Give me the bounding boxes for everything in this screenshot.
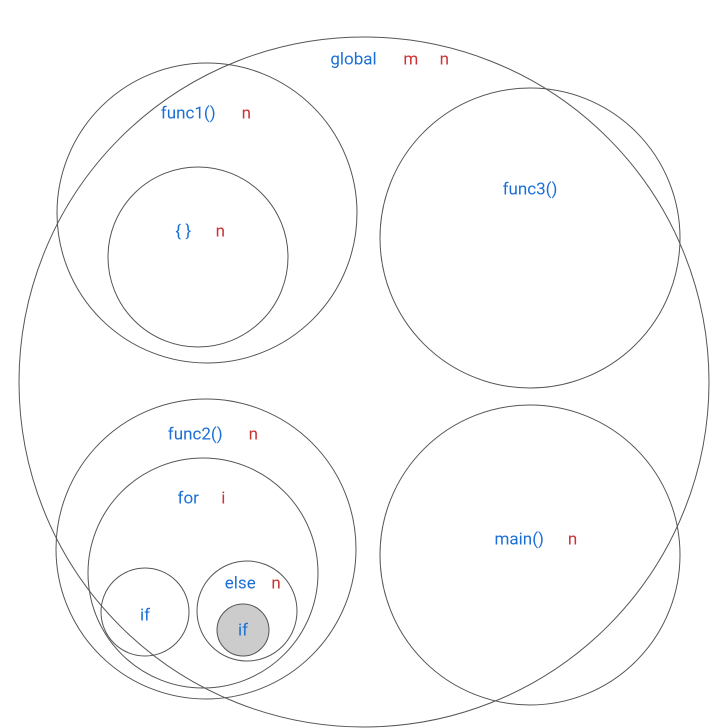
variable-label: n: [271, 573, 280, 593]
label-group: global m n: [330, 49, 449, 69]
variable-label: i: [221, 488, 225, 508]
label-group: for i: [178, 488, 226, 508]
scope-label: { }: [175, 221, 191, 241]
scope-circle-func1-b: [108, 167, 288, 347]
label-group: if: [238, 620, 248, 640]
scope-diagram: global m n func1() n { } n func3() func2() n for i i…: [0, 0, 728, 728]
variable-label: n: [242, 103, 251, 123]
scope-label: if: [140, 605, 150, 625]
label-group: func1() n: [161, 103, 251, 123]
label-group: { } n: [175, 221, 225, 241]
scope-label: func3(): [503, 179, 558, 199]
scope-circle-global: [19, 37, 709, 727]
variable-label: n: [568, 529, 577, 549]
scope-label: if: [238, 620, 248, 640]
variable-label: n: [249, 424, 258, 444]
label-group: func3(): [503, 179, 558, 199]
scope-label: main(): [495, 529, 544, 549]
scope-label: func1(): [161, 103, 216, 123]
scope-label: global: [330, 49, 376, 69]
scope-label: func2(): [168, 424, 223, 444]
scope-circle-for: [88, 458, 318, 688]
scope-circle-main: [380, 405, 680, 705]
scope-label: for: [178, 488, 200, 508]
label-group: main() n: [495, 529, 578, 549]
label-group: func2() n: [168, 424, 258, 444]
scope-circle-func3: [380, 88, 680, 388]
label-group: elsen: [225, 573, 281, 593]
label-group: if: [140, 605, 150, 625]
variable-label: n: [216, 221, 225, 241]
scope-label: else: [225, 573, 256, 593]
variable-label: m: [403, 49, 418, 69]
variable-label: n: [440, 49, 449, 69]
